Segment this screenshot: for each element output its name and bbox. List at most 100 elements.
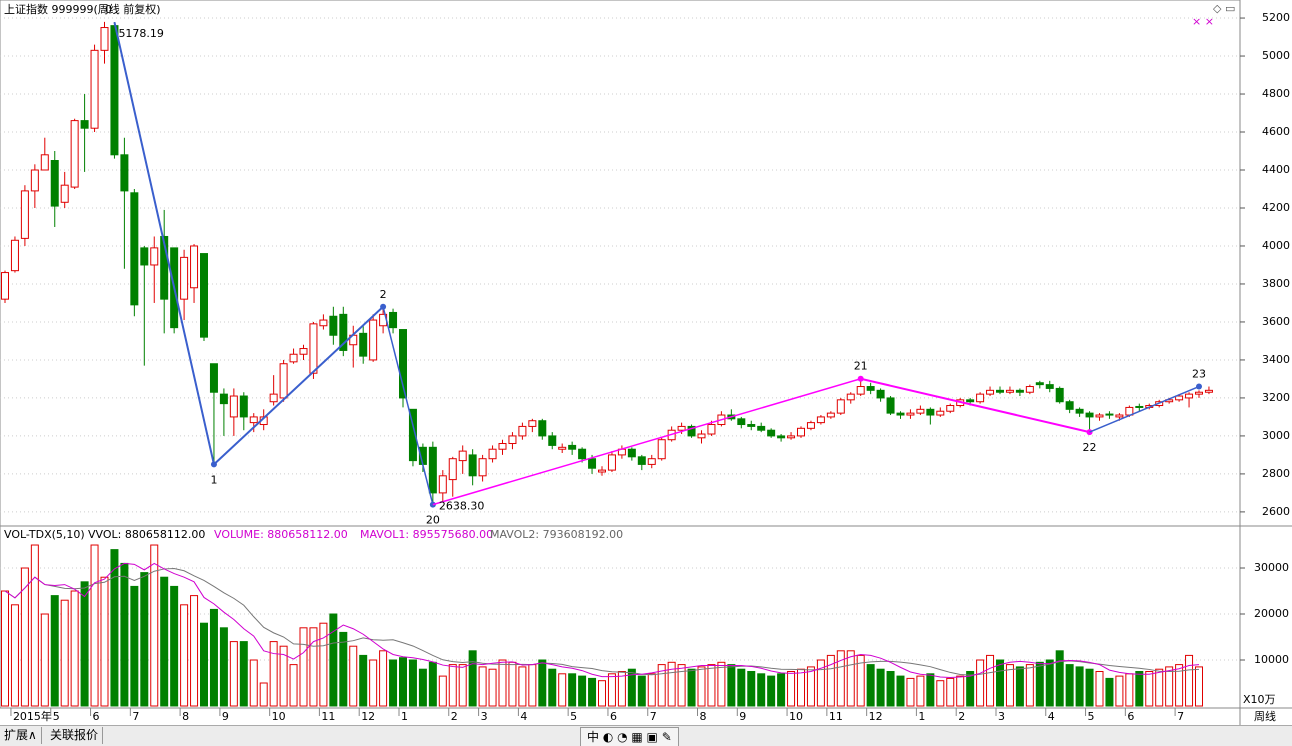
candle-body xyxy=(588,458,597,469)
volume-bar xyxy=(846,650,855,707)
volume-bar xyxy=(876,668,885,707)
volume-bar xyxy=(617,671,626,707)
tab[interactable]: 关联报价 xyxy=(46,727,104,744)
panel-frame xyxy=(0,0,1241,709)
candle-body xyxy=(110,25,119,156)
toolbar[interactable]: 中 ◐ ◔ ▦ ▣ ✎ xyxy=(580,727,679,746)
volume-bar xyxy=(757,673,766,707)
candle-body xyxy=(488,448,497,460)
candle-body xyxy=(289,353,298,363)
volume-bar xyxy=(130,585,139,707)
x-tick-label: 3 xyxy=(481,710,488,723)
volume-bar xyxy=(468,650,477,707)
volume-bar xyxy=(478,666,487,707)
wave-label: 20 xyxy=(426,514,440,527)
volume-bar xyxy=(329,613,338,707)
volume-bar xyxy=(90,544,99,707)
volume-bar xyxy=(687,668,696,707)
candle-body xyxy=(936,410,945,416)
volume-bar xyxy=(369,659,378,707)
volume-bar xyxy=(80,581,89,707)
candle-body xyxy=(598,469,606,473)
candle-body xyxy=(408,408,417,462)
x-tick-label: 10 xyxy=(272,710,286,723)
volume-bar xyxy=(1125,673,1134,707)
x-tick-label: 8 xyxy=(182,710,189,723)
wave-line xyxy=(1089,385,1200,433)
volume-bar xyxy=(359,654,368,707)
bottom-bar: 扩展∧ 关联报价 中 ◐ ◔ ▦ ▣ ✎ xyxy=(0,725,1292,746)
volume-bar xyxy=(806,666,815,707)
candle-body xyxy=(976,393,985,403)
volume-bar xyxy=(150,544,159,707)
candle-body xyxy=(866,386,875,391)
volume-bar xyxy=(1055,650,1064,707)
volume-bar xyxy=(170,585,179,707)
candle-body xyxy=(1055,387,1064,403)
x-tick-label: 6 xyxy=(610,710,617,723)
x-tick-label: 4 xyxy=(520,710,527,723)
y-tick-label: 3000 xyxy=(1262,429,1290,442)
candle-body xyxy=(1035,382,1044,386)
volume-bar xyxy=(1015,666,1024,707)
volume-tick-label: 30000 xyxy=(1254,561,1289,574)
volume-bar xyxy=(727,664,736,707)
toolbar-text[interactable]: 中 xyxy=(587,730,600,744)
volume-bar xyxy=(568,673,577,707)
volume-bar xyxy=(70,590,79,707)
volume-bar xyxy=(1,590,9,707)
wave-line xyxy=(382,306,434,505)
candle-body xyxy=(578,448,587,460)
candle-body xyxy=(90,49,99,129)
volume-bar xyxy=(299,627,308,707)
tab[interactable]: 扩展∧ xyxy=(0,727,42,744)
high-label: 5178.19 xyxy=(118,27,164,40)
wave-label: 0 xyxy=(105,3,112,16)
volume-bar xyxy=(160,576,169,707)
volume-bar xyxy=(836,650,845,707)
volume-bar xyxy=(389,659,398,707)
candle-body xyxy=(319,319,328,327)
wave-label: 21 xyxy=(854,360,868,373)
volume-bar xyxy=(249,659,258,707)
volume-tick-label: 20000 xyxy=(1254,607,1289,620)
candle-body xyxy=(10,239,19,272)
volume-bar xyxy=(120,562,129,707)
candle-body xyxy=(239,395,248,418)
x-tick-label: 7 xyxy=(1177,710,1184,723)
candle-body xyxy=(916,408,925,414)
candle-body xyxy=(20,190,29,239)
candle-body xyxy=(140,247,149,266)
volume-bar xyxy=(239,641,248,707)
volume-bar xyxy=(767,675,776,707)
volume-bar xyxy=(259,682,268,707)
volume-bar xyxy=(986,654,995,707)
candle-body xyxy=(568,444,577,450)
candle-body xyxy=(130,192,139,306)
volume-tick-label: 10000 xyxy=(1254,653,1289,666)
volume-bar xyxy=(458,664,467,707)
candle-body xyxy=(1204,389,1213,393)
volume-bar xyxy=(448,664,457,707)
candle-body xyxy=(637,456,646,465)
volume-bar xyxy=(379,650,388,707)
x-tick-label: 12 xyxy=(869,710,883,723)
candle-body xyxy=(329,315,338,336)
candle-body xyxy=(946,405,955,412)
volume-bar xyxy=(657,664,666,707)
wave-line xyxy=(113,21,215,465)
volume-bar xyxy=(428,661,437,707)
candle-body xyxy=(1195,391,1203,395)
x-tick-label: 8 xyxy=(700,710,707,723)
y-tick-label: 5200 xyxy=(1262,11,1290,24)
volume-bar xyxy=(996,659,1004,707)
candle-body xyxy=(767,429,776,437)
candle-body xyxy=(677,425,686,431)
candle-body xyxy=(518,425,527,437)
wave-line xyxy=(432,378,861,506)
candle-body xyxy=(777,435,786,439)
candle-body xyxy=(657,439,666,460)
volume-bar xyxy=(647,673,656,707)
candle-body xyxy=(438,475,447,494)
volume-bar xyxy=(399,657,407,707)
